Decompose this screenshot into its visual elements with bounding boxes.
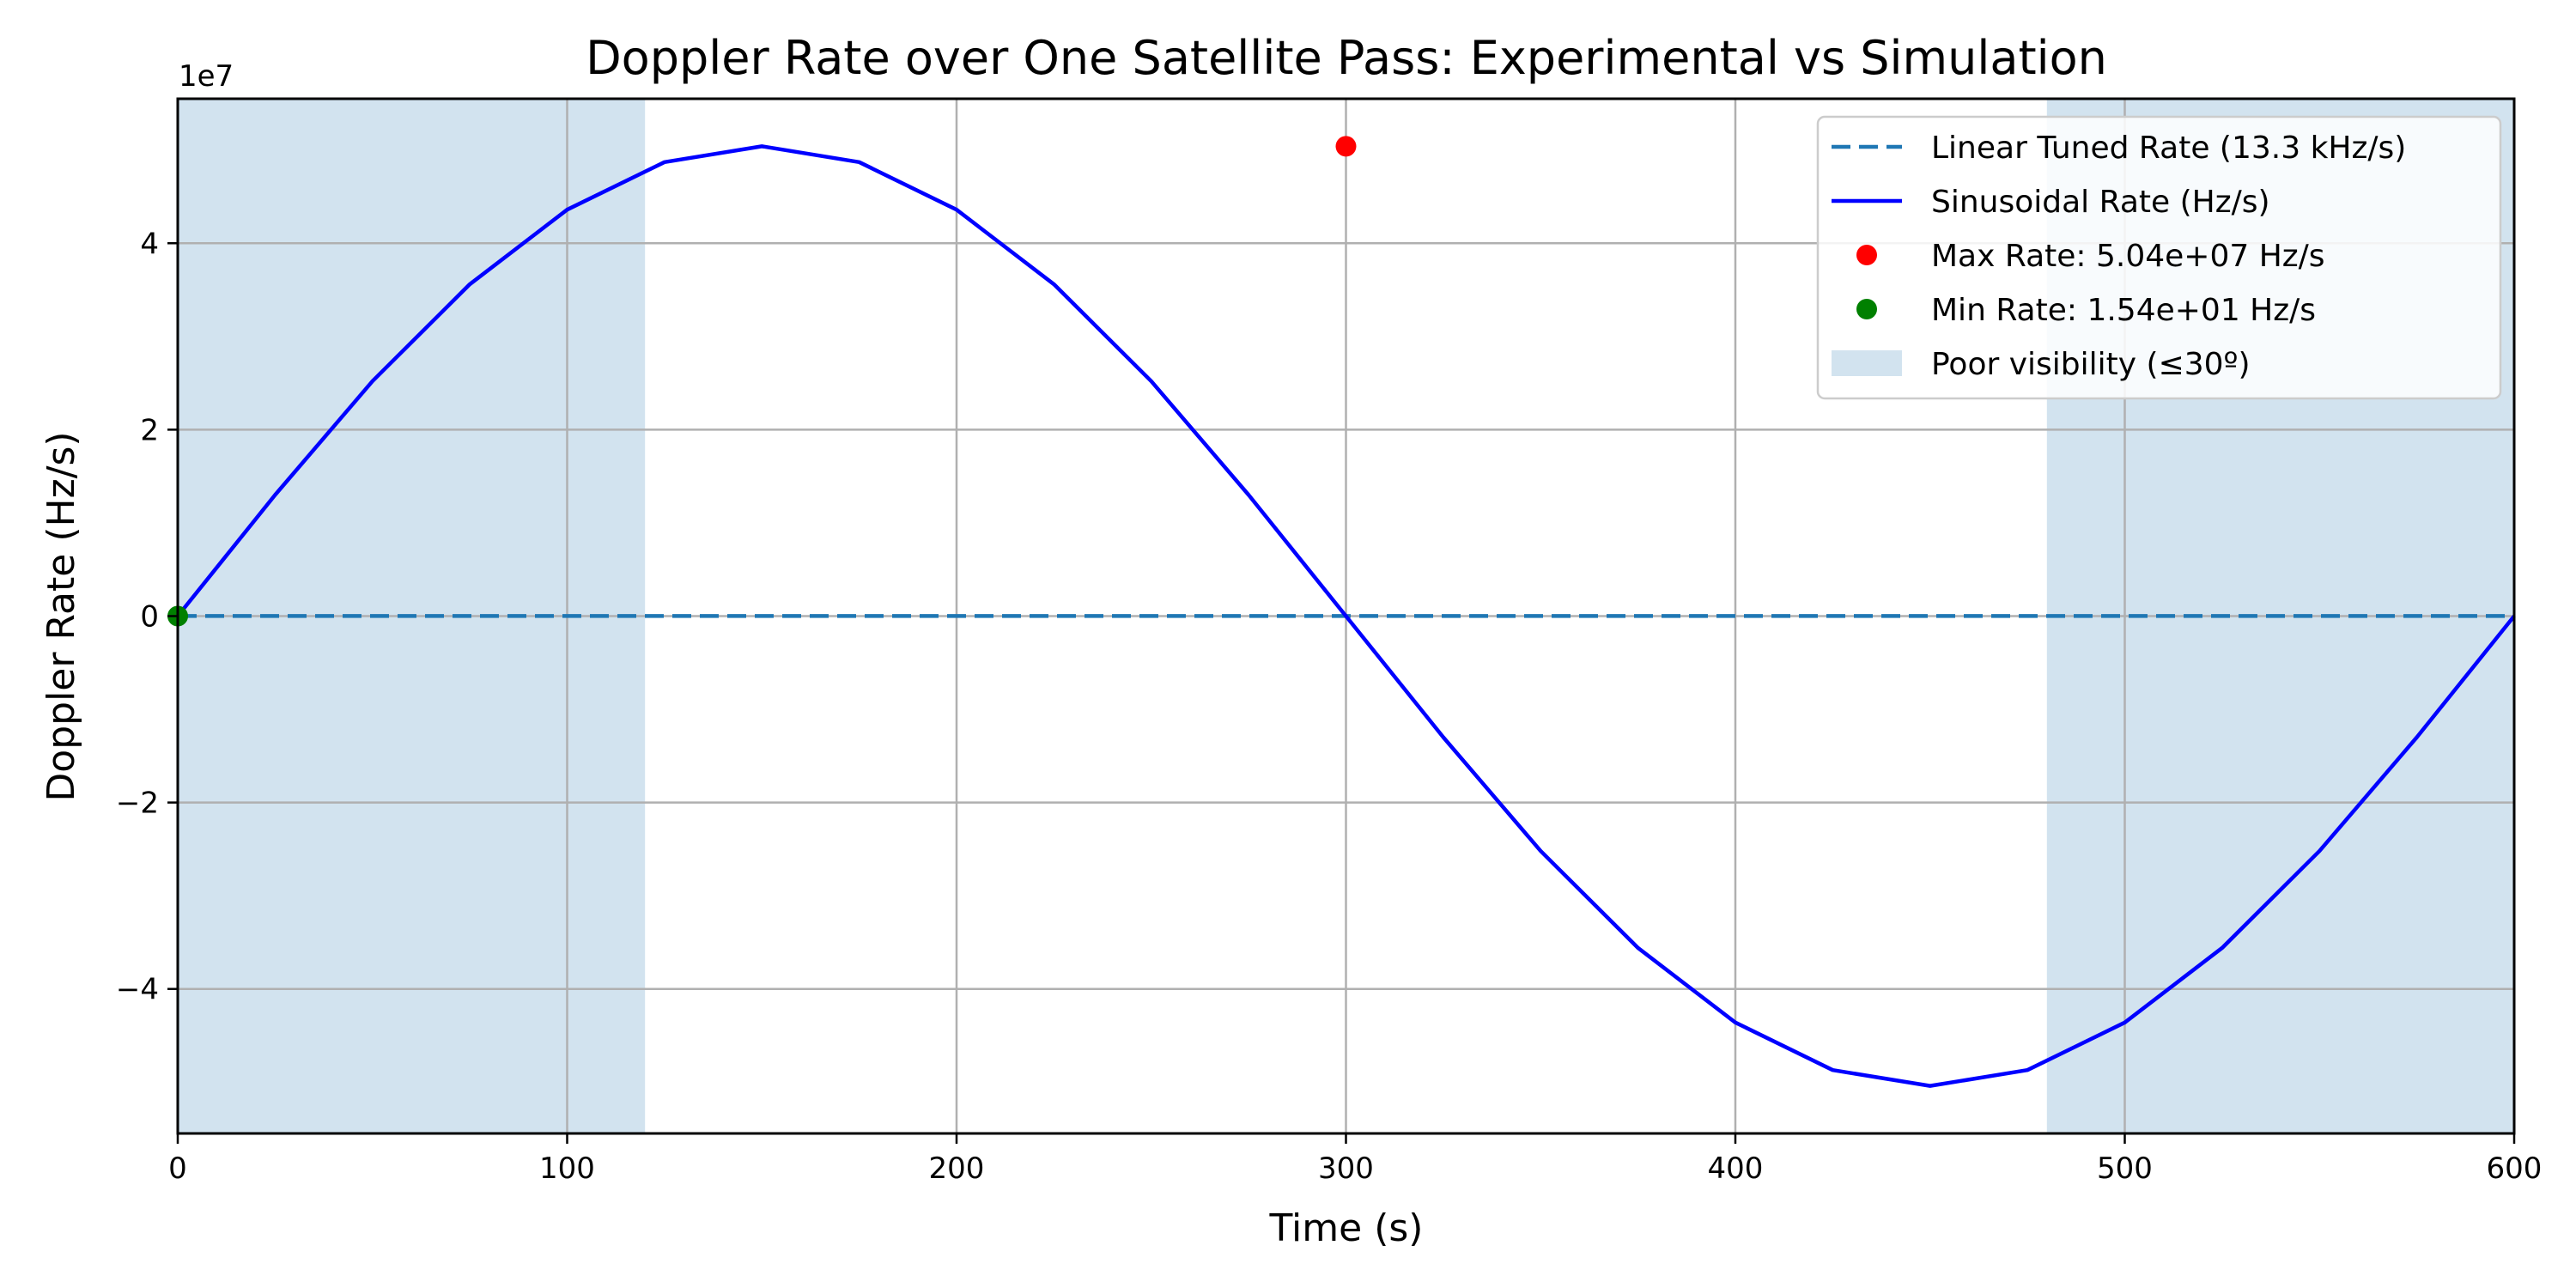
legend-label-1: Sinusoidal Rate (Hz/s) [1931, 185, 2270, 220]
data-point-0 [1335, 136, 1357, 157]
x-tick-label-6: 600 [2487, 1151, 2543, 1186]
legend-label-3: Min Rate: 1.54e+01 Hz/s [1931, 293, 2316, 328]
legend-handle-4 [1832, 350, 1902, 376]
legend-handle-2 [1856, 245, 1877, 265]
x-tick-label-1: 100 [539, 1151, 595, 1186]
legend-box [1816, 115, 2502, 400]
x-tick-label-2: 200 [929, 1151, 985, 1186]
x-tick-label-3: 300 [1318, 1151, 1374, 1186]
y-tick-label-4: 4 [140, 227, 159, 261]
y-axis-label: Doppler Rate (Hz/s) [39, 431, 83, 801]
x-tick-label-5: 500 [2097, 1151, 2153, 1186]
y-tick-label-3: 2 [140, 413, 159, 447]
legend-label-4: Poor visibility (≤30º) [1931, 347, 2251, 382]
x-tick-label-4: 400 [1708, 1151, 1764, 1186]
legend: Linear Tuned Rate (13.3 kHz/s) Sinusoidal… [1816, 115, 2502, 400]
y-tick-label-2: 0 [140, 600, 159, 635]
x-tick-label-0: 0 [168, 1151, 187, 1186]
legend-handle-3 [1856, 299, 1877, 319]
legend-label-2: Max Rate: 5.04e+07 Hz/s [1931, 239, 2325, 274]
x-axis-label: Time (s) [1269, 1206, 1424, 1250]
y-tick-label-0: −4 [116, 973, 159, 1007]
legend-label-0: Linear Tuned Rate (13.3 kHz/s) [1931, 131, 2406, 166]
chart-title: Doppler Rate over One Satellite Pass: Ex… [586, 31, 2107, 85]
y-offset-label: 1e7 [179, 59, 234, 94]
series-line-1 [176, 144, 2516, 1088]
y-tick-label-1: −2 [116, 787, 159, 821]
